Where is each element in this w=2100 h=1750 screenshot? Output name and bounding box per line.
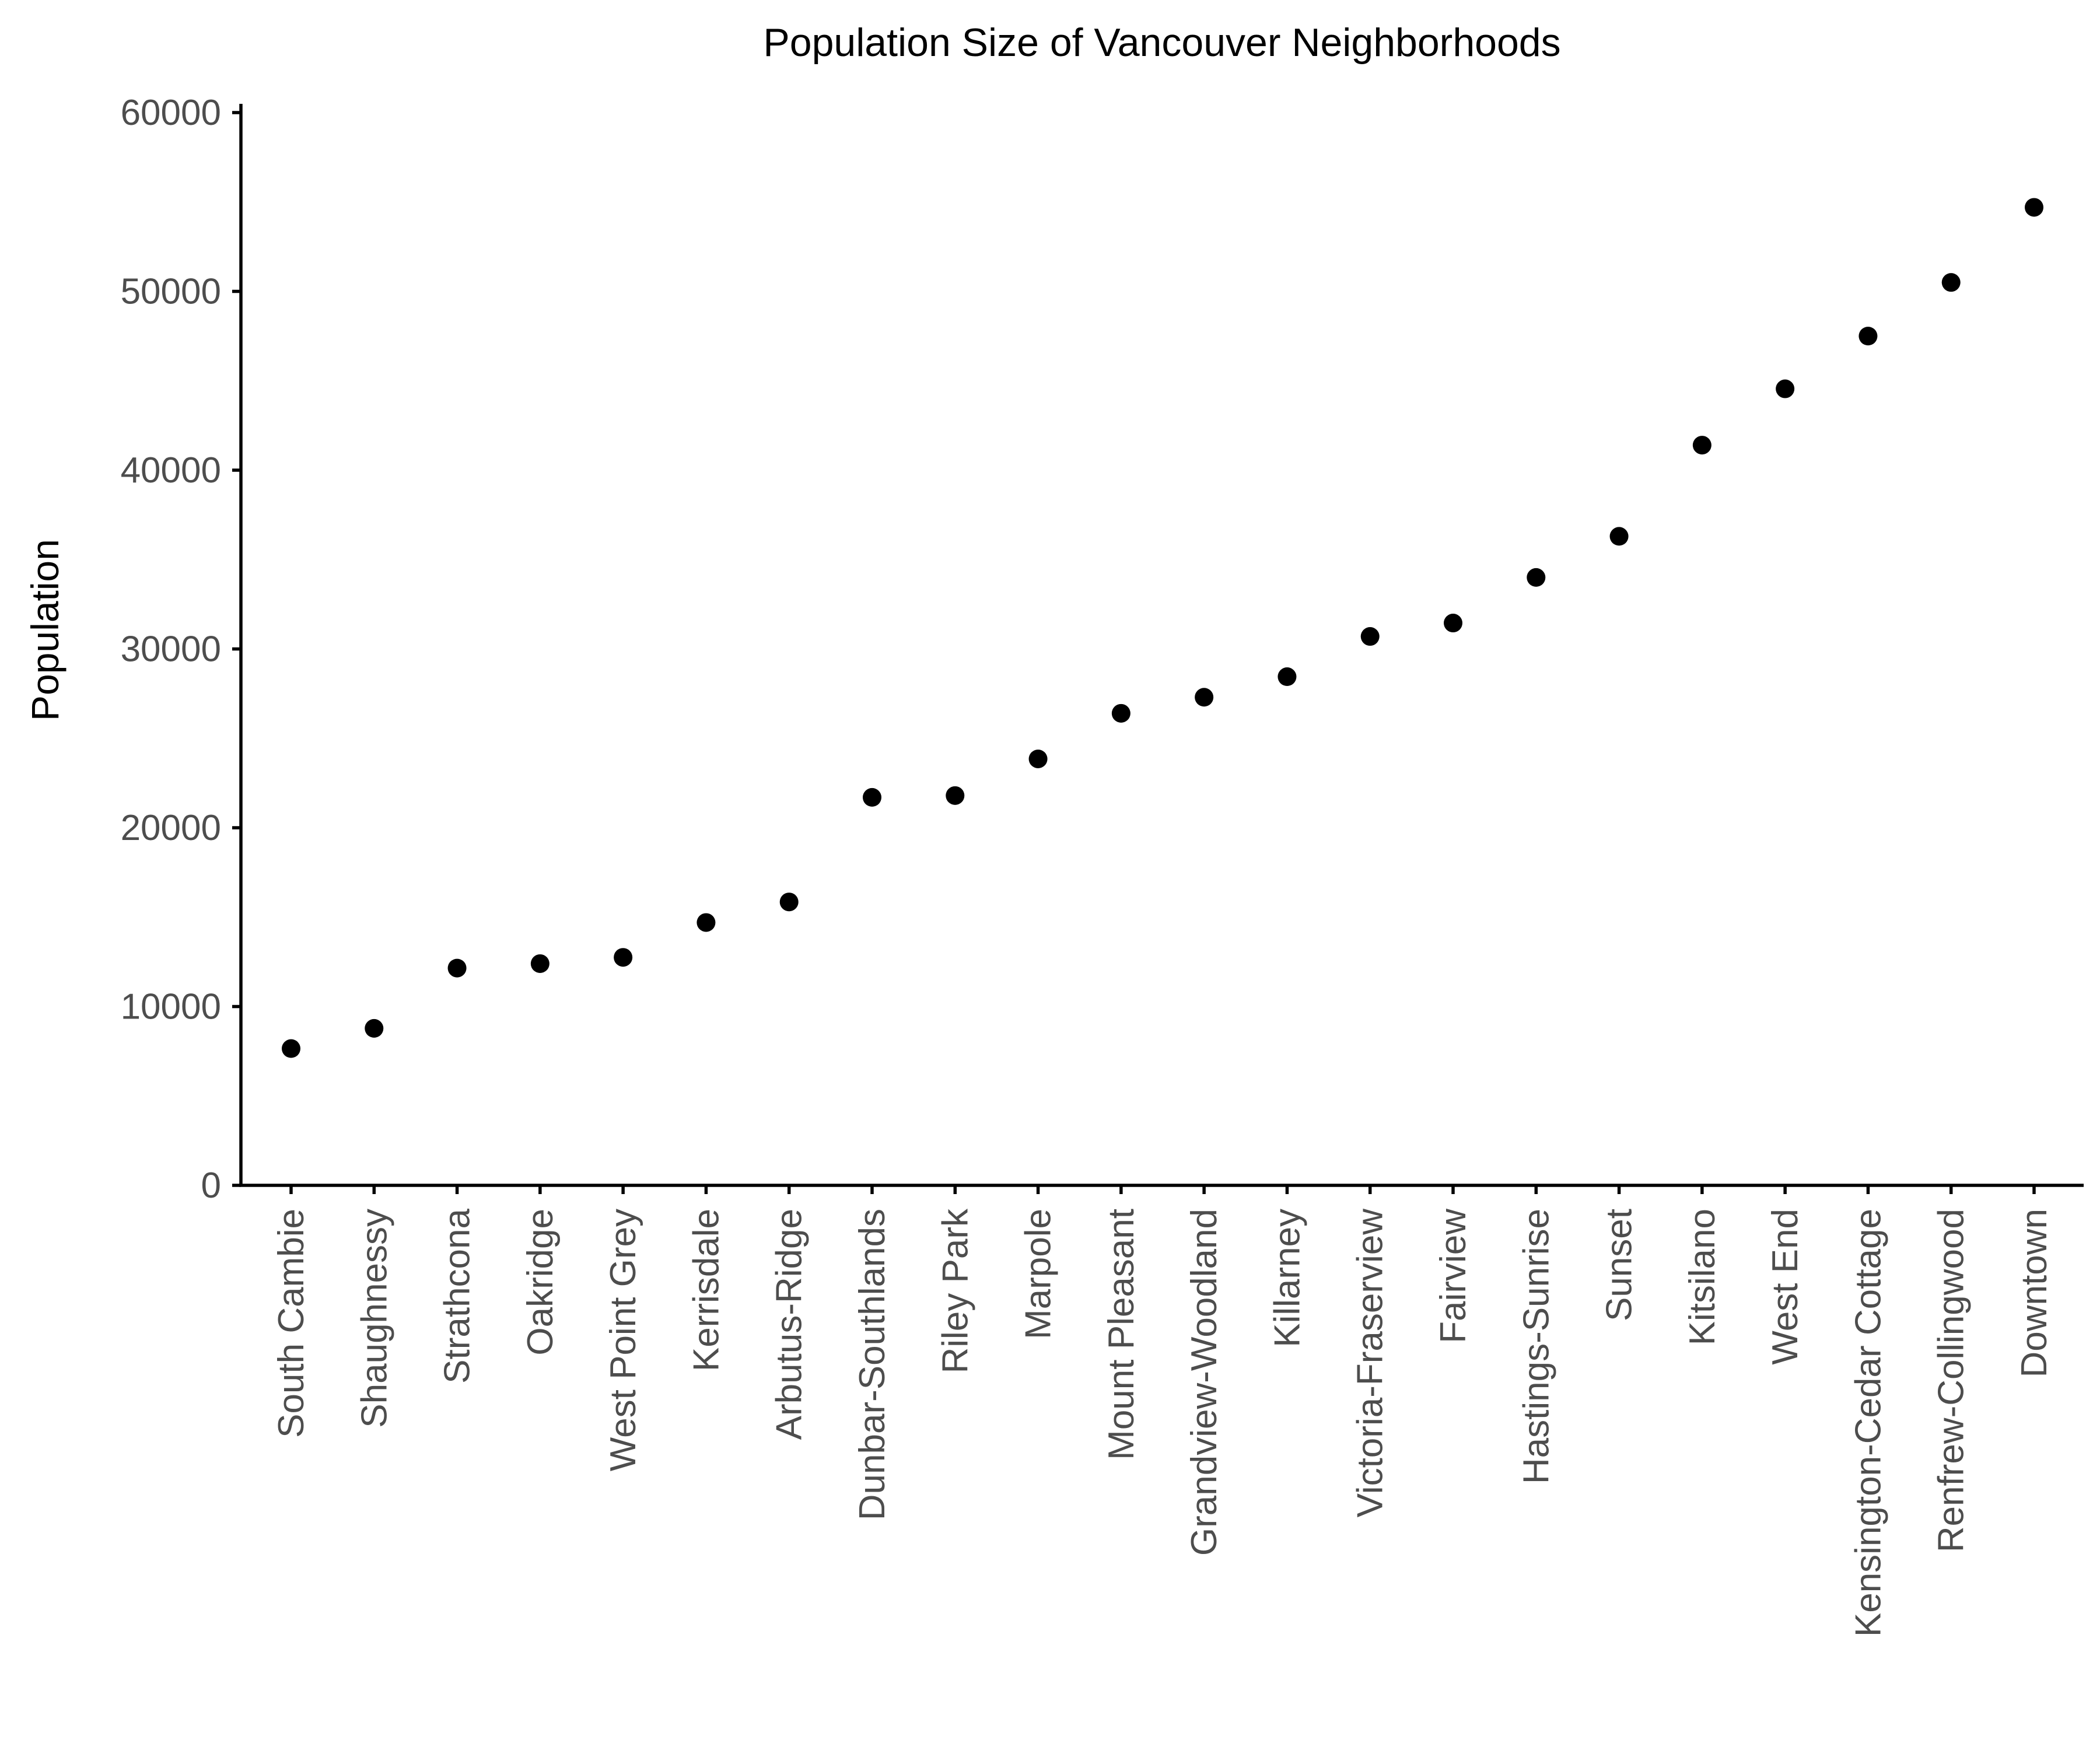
data-point	[779, 892, 799, 912]
y-tick-label: 20000	[121, 808, 221, 848]
x-tick-label: Shaughnessy	[354, 1209, 394, 1428]
y-axis-ticks: 0 10000 20000 30000 40000 50000 60000	[121, 93, 241, 1206]
x-tick-label: Hastings-Sunrise	[1516, 1209, 1556, 1484]
y-tick-label: 40000	[121, 450, 221, 491]
data-point	[946, 786, 965, 805]
x-tick-label: Oakridge	[520, 1209, 561, 1356]
data-point	[614, 948, 633, 967]
data-point	[1360, 627, 1380, 646]
data-point	[1776, 379, 1795, 398]
data-point	[1692, 436, 1712, 455]
data-point	[1111, 704, 1130, 723]
data-point	[365, 1019, 384, 1038]
x-tick-label: Dunbar-Southlands	[852, 1209, 892, 1520]
data-point	[1278, 667, 1297, 687]
x-tick-label: Fairview	[1433, 1209, 1474, 1343]
x-tick-label: South Cambie	[271, 1209, 312, 1438]
data-points	[282, 198, 2043, 1058]
x-tick-label: Killarney	[1267, 1209, 1307, 1348]
x-tick-label: Kitsilano	[1682, 1209, 1723, 1345]
x-tick-label: Grandview-Woodland	[1184, 1209, 1224, 1556]
y-tick-label: 50000	[121, 272, 221, 312]
x-tick-label: West Point Grey	[603, 1209, 643, 1471]
data-point	[1028, 749, 1048, 768]
y-axis-title: Population	[23, 539, 66, 721]
data-point	[1195, 688, 1214, 707]
data-point	[1941, 273, 1961, 292]
x-tick-label: Downtown	[2014, 1209, 2054, 1377]
y-tick-label: 0	[201, 1166, 221, 1206]
y-tick-label: 10000	[121, 987, 221, 1027]
y-tick-label: 30000	[121, 629, 221, 670]
x-tick-label: Kerrisdale	[686, 1209, 726, 1371]
data-point	[1444, 614, 1462, 633]
x-tick-label: Kensington-Cedar Cottage	[1848, 1209, 1888, 1637]
chart-title: Population Size of Vancouver Neighborhoo…	[763, 20, 1560, 65]
data-point	[2025, 198, 2043, 217]
y-tick-label: 60000	[121, 93, 221, 133]
x-tick-label: West End	[1765, 1209, 1805, 1365]
x-tick-label: Renfrew-Collingwood	[1931, 1209, 1972, 1552]
data-point	[282, 1039, 300, 1058]
data-point	[530, 954, 550, 973]
data-point	[1527, 568, 1546, 587]
data-point	[447, 958, 467, 978]
x-tick-label: Riley Park	[935, 1208, 975, 1374]
data-point	[696, 913, 716, 932]
x-tick-label: Victoria-Fraserview	[1350, 1209, 1391, 1518]
data-point	[863, 788, 881, 807]
x-tick-label: Strathcona	[438, 1208, 478, 1383]
x-axis-ticks: South Cambie Shaughnessy Strathcona Oakridg…	[271, 1185, 2054, 1637]
data-point	[1859, 327, 1878, 346]
x-tick-label: Sunset	[1600, 1209, 1640, 1321]
x-tick-label: Arbutus-Ridge	[769, 1209, 810, 1440]
x-tick-label: Marpole	[1019, 1209, 1059, 1339]
x-tick-label: Mount Pleasant	[1101, 1209, 1142, 1460]
data-point	[1609, 527, 1629, 546]
